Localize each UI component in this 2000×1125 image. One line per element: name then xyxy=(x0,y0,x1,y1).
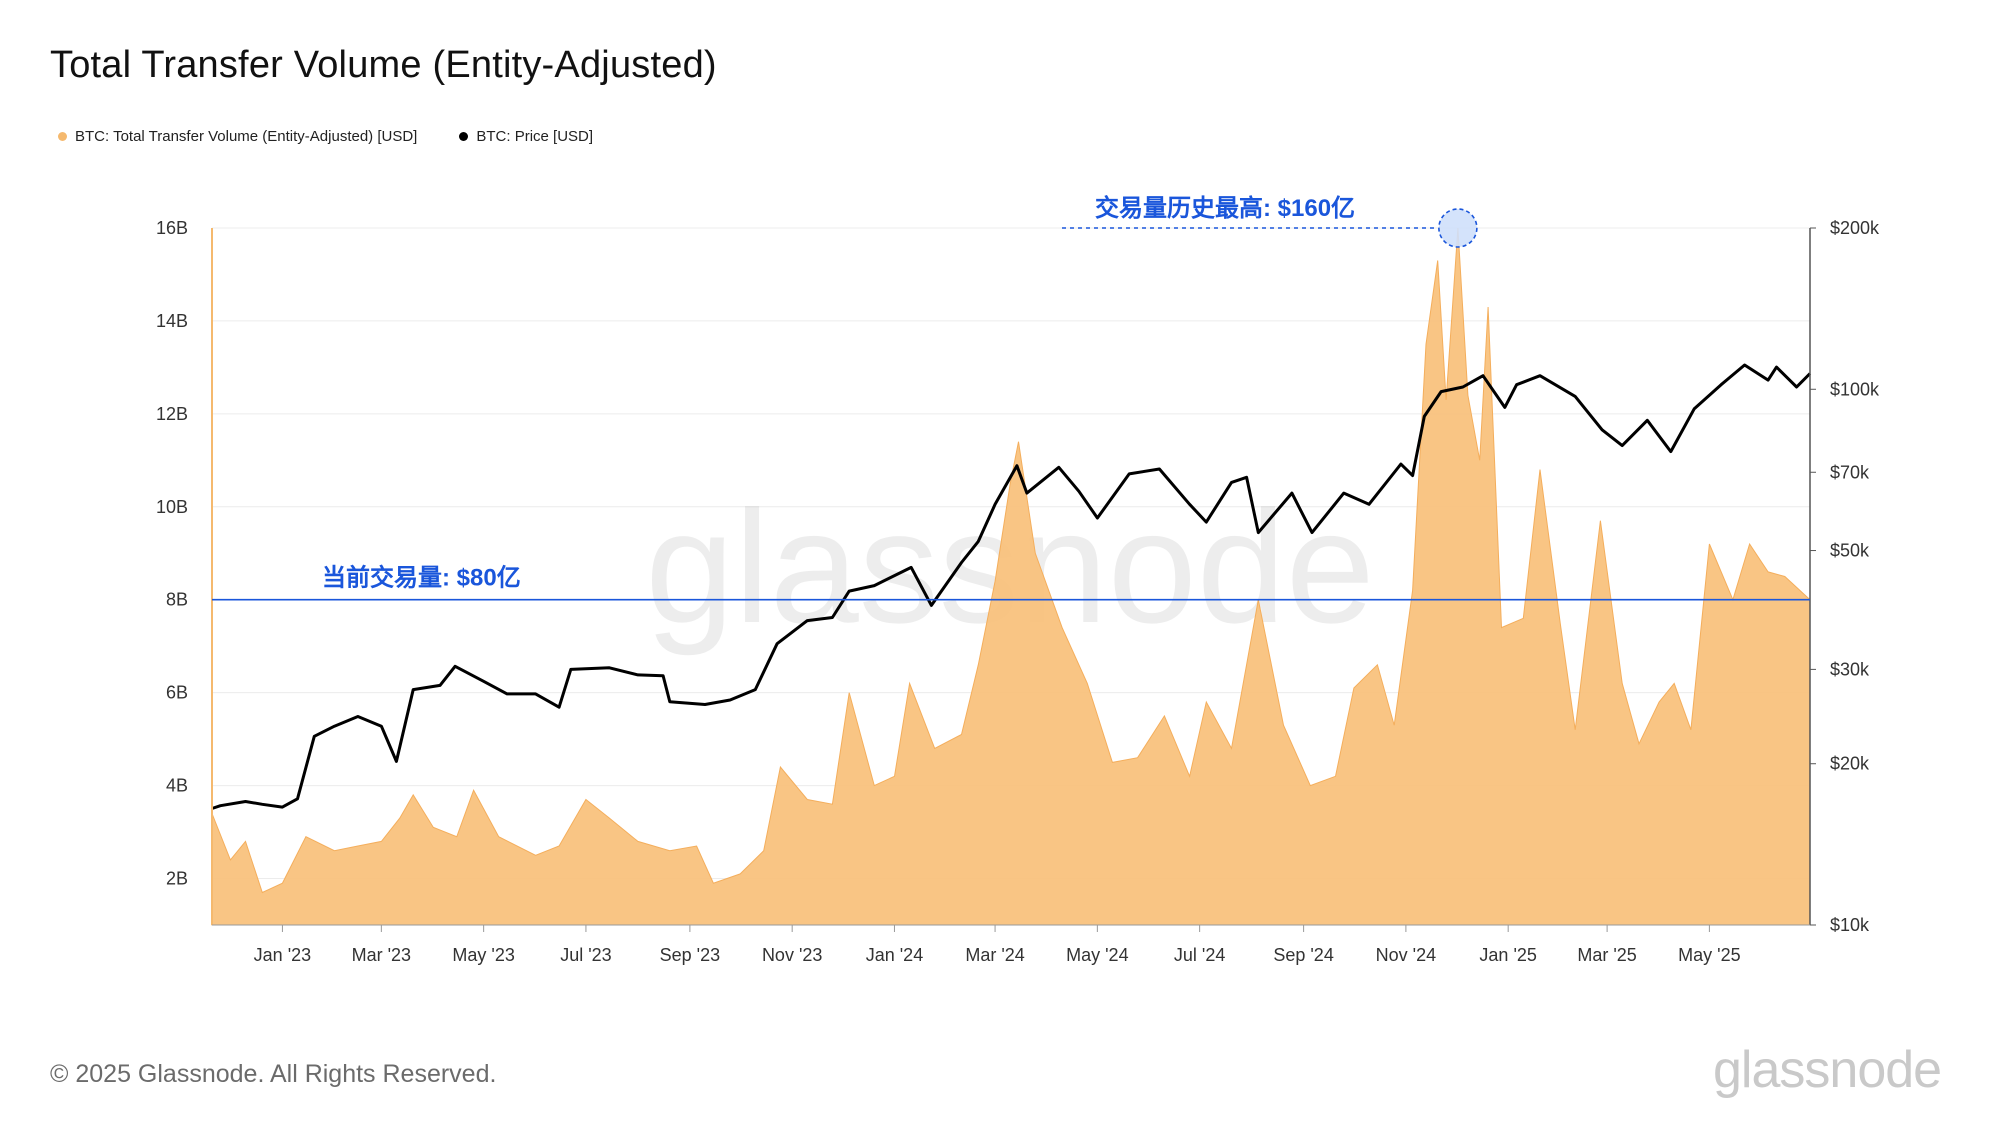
x-tick-label: Jan '25 xyxy=(1479,945,1536,965)
y-right-tick-label: $100k xyxy=(1830,379,1880,399)
x-tick-label: Jul '23 xyxy=(560,945,611,965)
x-tick-label: May '23 xyxy=(452,945,514,965)
x-tick-label: Mar '25 xyxy=(1577,945,1636,965)
legend-item-volume[interactable]: BTC: Total Transfer Volume (Entity-Adjus… xyxy=(58,128,417,145)
y-right-tick-label: $10k xyxy=(1830,915,1870,935)
price-line-series[interactable] xyxy=(211,363,1812,810)
y-left-tick-label: 10B xyxy=(156,497,188,517)
y-right-tick-label: $200k xyxy=(1830,218,1880,238)
y-left-tick-label: 12B xyxy=(156,404,188,424)
y-left-tick-label: 2B xyxy=(166,869,188,889)
glassnode-logo-watermark: glassnode xyxy=(1713,1041,1942,1099)
volume-area-series[interactable] xyxy=(211,227,1811,926)
legend-item-price[interactable]: BTC: Price [USD] xyxy=(459,128,593,145)
x-tick-label: Sep '24 xyxy=(1273,945,1334,965)
y-right-tick-label: $50k xyxy=(1830,541,1870,561)
x-tick-label: Mar '24 xyxy=(965,945,1024,965)
x-tick-label: Nov '24 xyxy=(1376,945,1436,965)
x-tick-label: Jan '24 xyxy=(866,945,923,965)
x-tick-label: Sep '23 xyxy=(660,945,721,965)
x-tick-label: May '24 xyxy=(1066,945,1128,965)
x-tick-label: Nov '23 xyxy=(762,945,822,965)
y-left-tick-label: 14B xyxy=(156,311,188,331)
y-right-tick-label: $70k xyxy=(1830,462,1870,482)
y-left-tick-label: 4B xyxy=(166,776,188,796)
y-right-tick-label: $30k xyxy=(1830,659,1870,679)
x-tick-label: Mar '23 xyxy=(352,945,411,965)
y-left-tick-label: 8B xyxy=(166,590,188,610)
copyright-footer: © 2025 Glassnode. All Rights Reserved. xyxy=(50,1060,497,1088)
x-tick-label: Jan '23 xyxy=(254,945,311,965)
x-tick-label: Jul '24 xyxy=(1174,945,1225,965)
chart-legend: BTC: Total Transfer Volume (Entity-Adjus… xyxy=(58,128,593,145)
y-left-tick-label: 6B xyxy=(166,683,188,703)
x-tick-label: May '25 xyxy=(1678,945,1740,965)
current-volume-annotation: 当前交易量: $80亿 xyxy=(322,564,521,592)
legend-label-volume: BTC: Total Transfer Volume (Entity-Adjus… xyxy=(75,128,418,145)
legend-label-price: BTC: Price [USD] xyxy=(476,128,594,145)
ath-annotation: 交易量历史最高: $160亿 xyxy=(1095,194,1355,222)
ath-marker-circle[interactable] xyxy=(1438,208,1478,248)
y-right-tick-label: $20k xyxy=(1830,754,1870,774)
y-left-tick-label: 16B xyxy=(156,218,188,238)
chart-title: Total Transfer Volume (Entity-Adjusted) xyxy=(50,44,717,86)
legend-swatch-price xyxy=(459,132,469,141)
legend-swatch-volume xyxy=(58,132,67,141)
